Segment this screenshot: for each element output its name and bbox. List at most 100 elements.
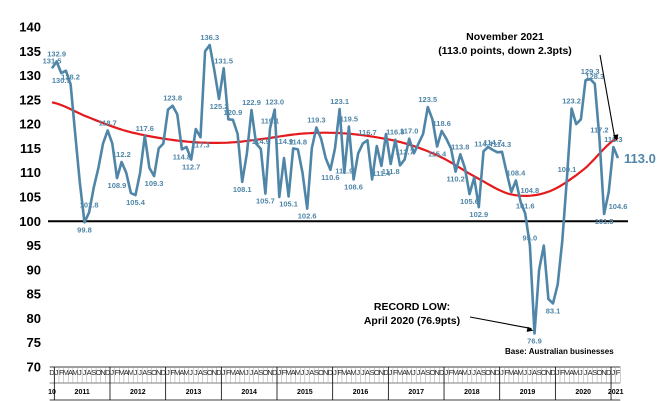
x-month-label: A — [142, 368, 147, 377]
x-year-label: 10 — [48, 389, 56, 396]
data-label: 112.7 — [395, 148, 413, 157]
data-label: 110.2 — [446, 175, 464, 184]
data-label: 95.0 — [523, 234, 538, 243]
x-month-label: F — [282, 368, 287, 377]
x-month-label: M — [72, 368, 78, 377]
annotations: November 2021 (113.0 points, down 2.3pts)… — [364, 31, 619, 332]
data-label: 99.8 — [77, 225, 92, 234]
end-value-label: 113.0 — [624, 151, 656, 166]
x-month-label: J — [556, 368, 560, 377]
x-month-label: J — [78, 368, 82, 377]
x-year-label: 2013 — [186, 389, 202, 396]
x-month-label: M — [295, 368, 301, 377]
annotation-text: (113.0 points, down 2.3pts) — [438, 45, 572, 57]
x-month-label: J — [500, 368, 504, 377]
x-month-label: S — [537, 368, 542, 377]
confidence-index-line — [50, 43, 620, 335]
x-month-label: A — [124, 368, 129, 377]
x-month-label: J — [245, 368, 249, 377]
data-label: 117.0 — [400, 127, 418, 136]
data-label: 118.7 — [98, 118, 116, 127]
x-month-label: A — [87, 368, 92, 377]
x-month-label: F — [504, 368, 509, 377]
x-year-label: 2021 — [608, 389, 624, 396]
data-label: 114.3 — [493, 140, 511, 149]
y-axis: 70 75 80 85 90 95 100 105 110 115 120 125 130 135 140 — [19, 20, 41, 375]
data-label: 131.5 — [43, 56, 62, 65]
x-month-label: F — [337, 368, 342, 377]
x-month-label: J — [389, 368, 393, 377]
x-month-label: A — [532, 368, 537, 377]
data-label: 114.9 — [252, 137, 270, 146]
data-label: 114.9 — [275, 137, 293, 146]
y-tick-label: 130 — [19, 68, 41, 83]
data-label: 123.5 — [418, 95, 437, 104]
data-label: 132.9 — [47, 49, 66, 58]
x-month-label: D — [550, 368, 556, 377]
x-month-label: N — [156, 368, 161, 377]
x-month-label: M — [63, 368, 69, 377]
x-month-label: J — [417, 368, 421, 377]
x-month-label: S — [592, 368, 597, 377]
data-label: 108.9 — [108, 181, 127, 190]
x-month-label: D — [49, 368, 55, 377]
x-month-label: A — [291, 368, 296, 377]
data-label: 128.3 — [585, 72, 604, 81]
x-month-label: J — [361, 368, 365, 377]
y-tick-label: 100 — [19, 214, 41, 229]
x-month-label: M — [285, 368, 291, 377]
y-tick-label: 85 — [27, 287, 41, 302]
x-month-label: A — [68, 368, 73, 377]
x-month-label: J — [277, 368, 281, 377]
x-year-label: 2016 — [353, 389, 369, 396]
x-month-label: A — [179, 368, 184, 377]
x-month-label: O — [374, 368, 380, 377]
data-label: 110.6 — [321, 173, 339, 182]
data-label: 102.9 — [469, 210, 488, 219]
x-month-label: A — [346, 368, 351, 377]
x-month-label: M — [118, 368, 124, 377]
x-month-label: O — [485, 368, 491, 377]
x-month-label: M — [239, 368, 245, 377]
data-label: 115.3 — [604, 135, 622, 144]
x-month-label: A — [588, 368, 593, 377]
x-month-label: F — [560, 368, 565, 377]
x-month-label: D — [606, 368, 612, 377]
x-month-label: D — [328, 368, 334, 377]
x-month-label: S — [425, 368, 430, 377]
data-label: 119.3 — [307, 116, 325, 125]
x-month-label: J — [250, 368, 254, 377]
data-label: 128.2 — [61, 72, 80, 81]
y-tick-label: 115 — [20, 141, 41, 156]
x-month-label: J — [472, 368, 476, 377]
data-label: 125.2 — [210, 102, 229, 111]
y-tick-label: 110 — [20, 165, 41, 180]
x-year-label: 2019 — [520, 389, 536, 396]
x-month-label: M — [128, 368, 134, 377]
data-label: 114.8 — [289, 137, 307, 146]
x-month-label: N — [267, 368, 272, 377]
x-month-label: J — [301, 368, 305, 377]
annotation-text: April 2020 (76.9pts) — [364, 315, 460, 327]
x-month-label: M — [397, 368, 403, 377]
x-year-label: 2017 — [408, 389, 424, 396]
x-month-label: M — [174, 368, 180, 377]
data-label: 76.9 — [527, 336, 542, 345]
x-month-label: N — [490, 368, 495, 377]
x-year-label: 2011 — [75, 389, 90, 396]
x-month-label: A — [365, 368, 370, 377]
x-month-label: J — [356, 368, 360, 377]
data-label: 105.4 — [126, 198, 146, 207]
x-month-label: S — [147, 368, 152, 377]
x-month-label: A — [235, 368, 240, 377]
x-month-label: J — [412, 368, 416, 377]
x-month-label: S — [370, 368, 375, 377]
x-month-label: N — [100, 368, 105, 377]
x-month-label: F — [393, 368, 398, 377]
x-month-label: J — [194, 368, 198, 377]
x-month-label: S — [314, 368, 319, 377]
data-labels: 131.5132.9130.5128.299.8101.8118.7108.91… — [43, 33, 628, 346]
x-month-label: S — [481, 368, 486, 377]
y-tick-label: 80 — [27, 311, 41, 326]
